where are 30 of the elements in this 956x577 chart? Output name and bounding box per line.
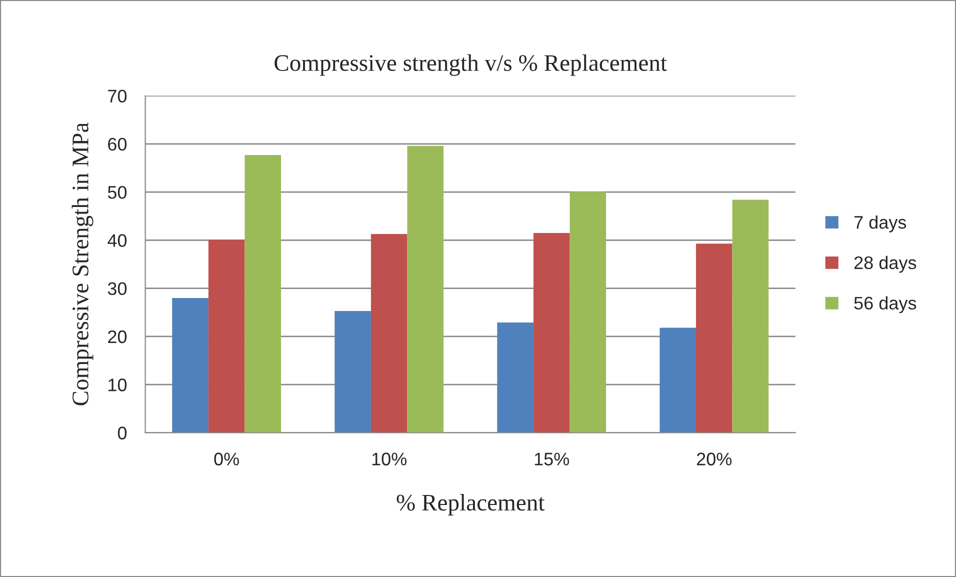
y-tick-label: 40 [108, 234, 127, 247]
legend-label: 28 days [854, 256, 916, 273]
chart-title: Compressive strength v/s % Replacement [274, 54, 667, 76]
y-tick-label: 60 [108, 138, 127, 151]
bar [660, 328, 696, 433]
y-tick-label: 20 [108, 330, 127, 344]
x-tick-label: 15% [534, 452, 570, 466]
bar [334, 310, 371, 433]
bar [732, 200, 769, 433]
bar [370, 234, 408, 433]
y-tick-label: 0 [118, 426, 127, 440]
bar [172, 298, 208, 433]
y-tick-label: 50 [108, 186, 127, 199]
x-tick-label: 10% [372, 452, 407, 466]
y-tick-label: 10 [108, 378, 127, 392]
x-tick-label: 20% [696, 452, 732, 466]
bar [533, 232, 570, 433]
legend-label: 7 days [854, 216, 906, 232]
legend-label: 56 days [854, 296, 916, 314]
bar [244, 154, 282, 433]
bar [696, 244, 732, 433]
y-tick-label: 30 [108, 282, 127, 296]
x-axis-title: % Replacement [396, 494, 545, 516]
bar [570, 192, 606, 433]
bar [407, 146, 444, 433]
x-tick-label: 0% [214, 452, 239, 466]
y-axis-title: Compressive Strength in MPa [72, 122, 94, 406]
y-tick-label: 70 [108, 90, 127, 102]
bar [208, 240, 245, 433]
bar [497, 322, 534, 433]
